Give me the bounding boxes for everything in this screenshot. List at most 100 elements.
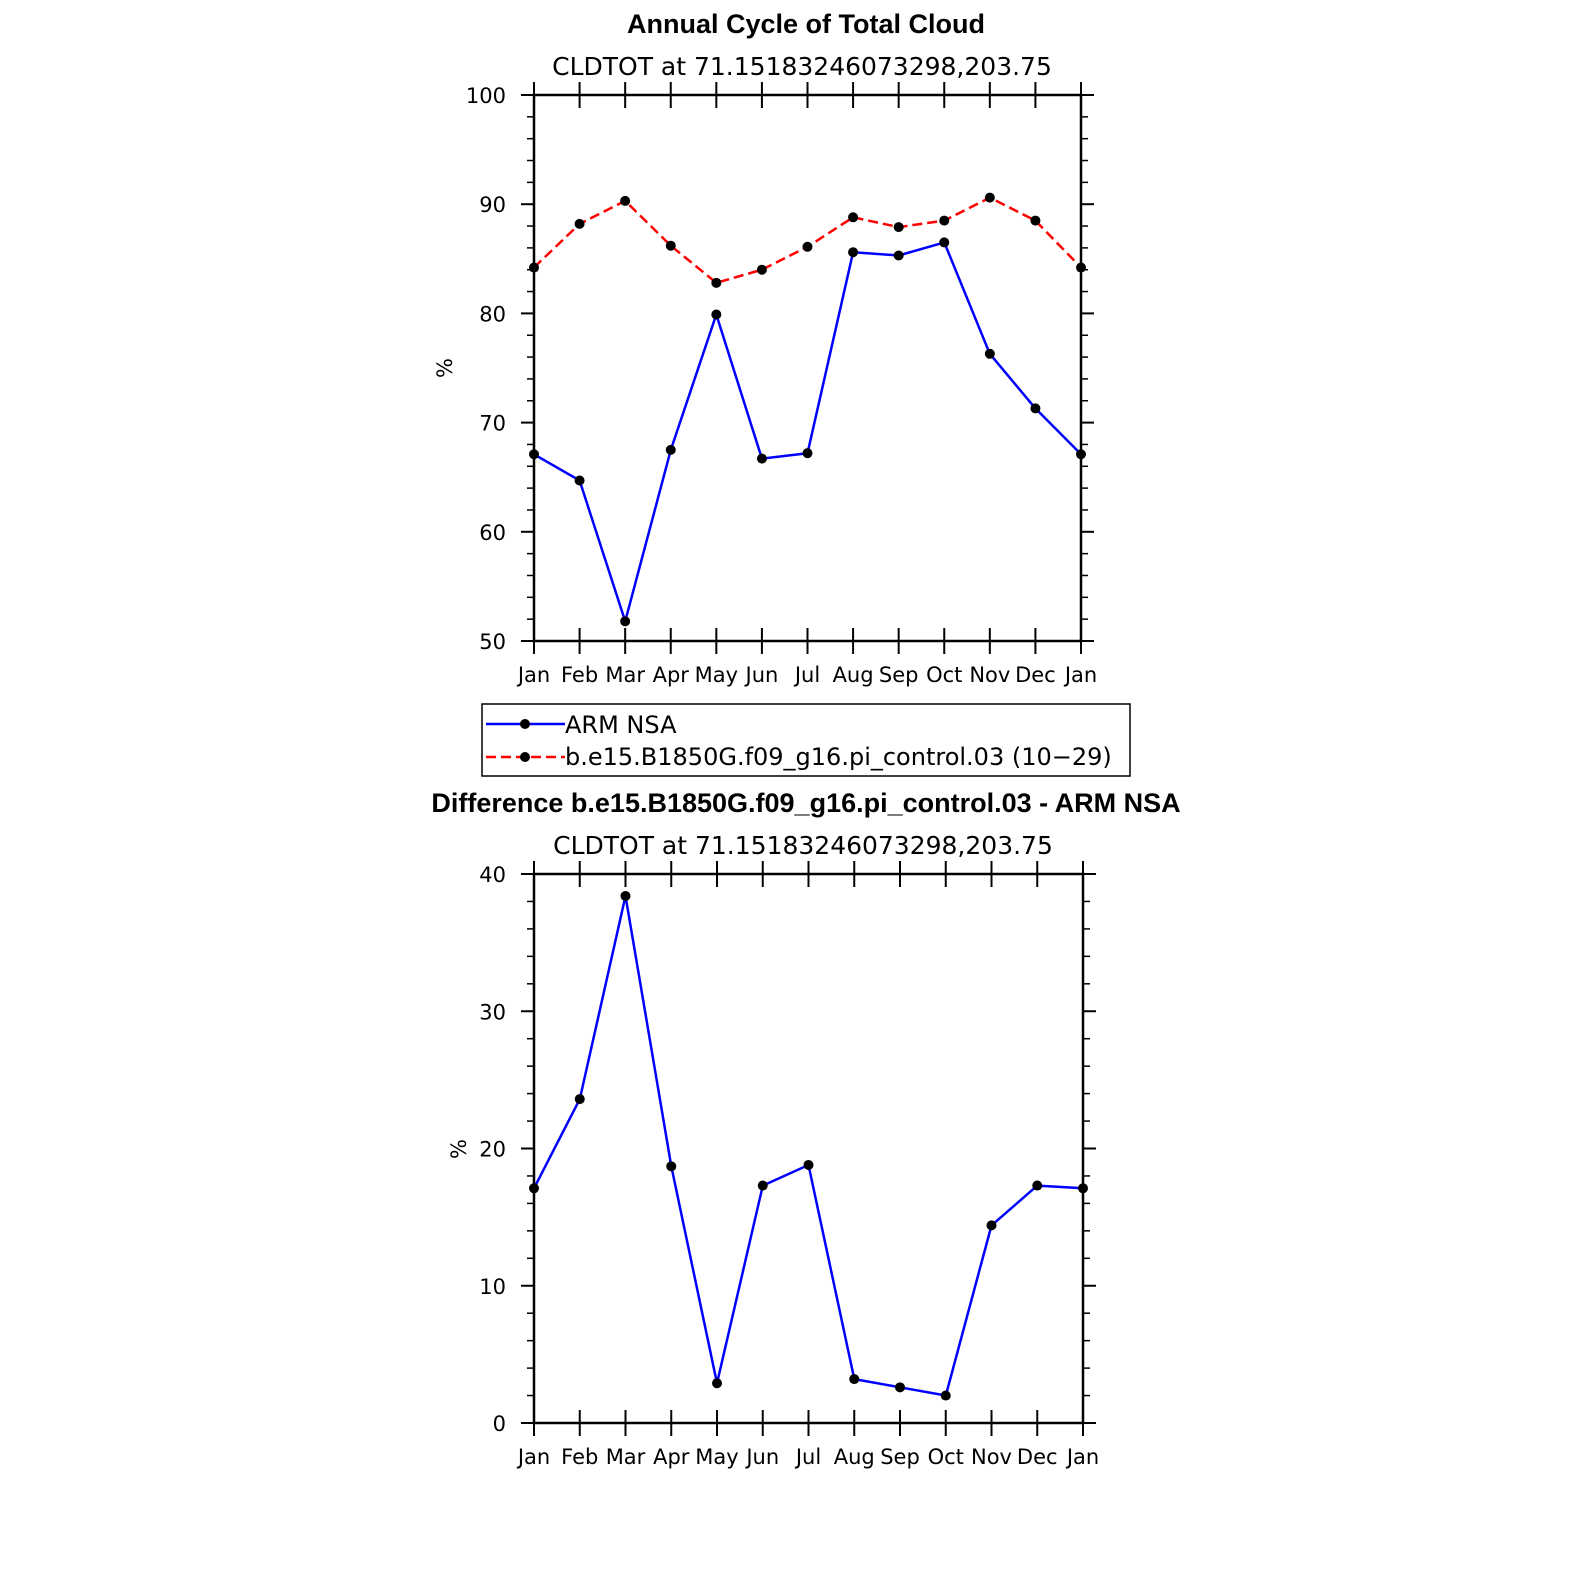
data-point [620,195,631,206]
x-tick-label: Nov [969,663,1010,687]
data-point [848,212,859,223]
x-tick-label: Jan [1065,1445,1099,1469]
data-point [529,1183,539,1194]
x-ticks: Jan Feb Mar Apr May Jun Jul Aug Sep Oct Nov Dec Jan [516,82,1097,687]
y-axis-label: % [447,1139,471,1159]
data-point [620,616,631,627]
y-tick-label: 50 [479,630,506,654]
data-point [940,1390,951,1401]
x-tick-label: Feb [561,1445,598,1469]
chart-subtitle: CLDTOT at 71.15183246073298,203.75 [553,831,1053,860]
data-point [893,222,904,233]
x-tick-label: Sep [880,1445,920,1469]
data-point [620,890,631,901]
y-tick-label: 20 [479,1138,506,1162]
y-tick-label: 30 [479,1000,506,1024]
series-layer [529,890,1088,1401]
y-tick-label: 100 [466,84,506,108]
y-tick-label: 60 [479,521,506,545]
data-point [1078,1183,1088,1194]
x-tick-label: Jul [793,663,820,687]
x-tick-label: Jan [516,1445,550,1469]
legend-box [481,703,1131,777]
data-point [984,348,995,359]
data-point [1076,262,1086,273]
series-layer [529,192,1086,627]
series-line [533,196,1082,285]
data-point [893,250,904,261]
data-point [895,1382,905,1393]
x-tick-label: May [695,1445,738,1469]
series-line [533,241,1082,623]
series-line [532,894,1084,1397]
legend-marker-model [520,752,530,762]
data-point [802,448,813,459]
data-point [939,237,950,248]
x-tick-label: Jan [516,663,550,687]
chart-subtitle: CLDTOT at 71.15183246073298,203.75 [552,52,1052,81]
y-tick-label: 10 [479,1275,506,1299]
x-tick-label: Jan [1063,663,1097,687]
x-ticks: Jan Feb Mar Apr May Jun Jul Aug Sep Oct Nov Dec Jan [516,861,1099,1469]
legend: ARM NSA b.e15.B1850G.f09_g16.pi_control.… [481,703,1131,777]
x-tick-label: Apr [653,663,690,687]
data-point [529,262,539,273]
x-tick-label: Jun [744,663,779,687]
chart-title: Annual Cycle of Total Cloud [627,9,985,39]
y-tick-label: 40 [479,863,506,887]
data-point [1030,403,1041,414]
difference-chart: Difference b.e15.B1850G.f09_g16.pi_contr… [431,788,1180,1469]
annual-cycle-chart: Annual Cycle of Total Cloud CLDTOT at 71… [433,9,1097,687]
data-point [939,215,950,226]
data-point [529,449,539,460]
y-tick-label: 0 [493,1412,506,1436]
x-tick-label: Feb [561,663,598,687]
legend-label-arm-nsa: ARM NSA [565,711,677,739]
x-tick-label: Jul [794,1445,821,1469]
data-point [756,453,767,464]
data-point [1032,1180,1043,1191]
data-point [849,1374,860,1385]
x-tick-label: Oct [928,1445,964,1469]
x-tick-label: Mar [606,1445,646,1469]
y-ticks: 0 10 20 30 40 [479,863,1096,1436]
data-point [665,240,676,251]
data-point [711,277,722,288]
x-tick-label: Dec [1017,1445,1058,1469]
data-point [711,309,722,320]
data-point [756,264,767,275]
legend-marker-arm-nsa [520,719,530,729]
data-point [574,475,585,486]
x-tick-label: Aug [833,663,874,687]
y-tick-label: 90 [479,193,506,217]
x-tick-label: Dec [1015,663,1056,687]
x-tick-label: Mar [605,663,645,687]
data-point [757,1180,768,1191]
x-tick-label: Oct [926,663,962,687]
data-point [848,247,859,258]
y-tick-label: 70 [479,412,506,436]
data-point [666,1161,677,1172]
y-tick-label: 80 [479,302,506,326]
x-tick-label: Aug [834,1445,875,1469]
data-point [574,218,585,229]
data-point [984,192,995,203]
data-point [574,1094,585,1105]
plot-frame [532,93,1083,643]
x-tick-label: Nov [971,1445,1012,1469]
data-point [986,1220,997,1231]
plot-frame [532,872,1085,1425]
data-point [712,1378,722,1389]
x-tick-label: May [695,663,738,687]
data-point [802,241,813,252]
y-ticks: 50 60 70 80 90 100 [466,84,1094,654]
data-point [665,444,676,455]
y-axis-label: % [433,358,457,378]
chart-title: Difference b.e15.B1850G.f09_g16.pi_contr… [431,788,1180,818]
x-tick-label: Sep [879,663,919,687]
data-point [803,1159,814,1170]
x-tick-label: Jun [744,1445,779,1469]
data-point [1030,215,1041,226]
data-point [1076,449,1086,460]
